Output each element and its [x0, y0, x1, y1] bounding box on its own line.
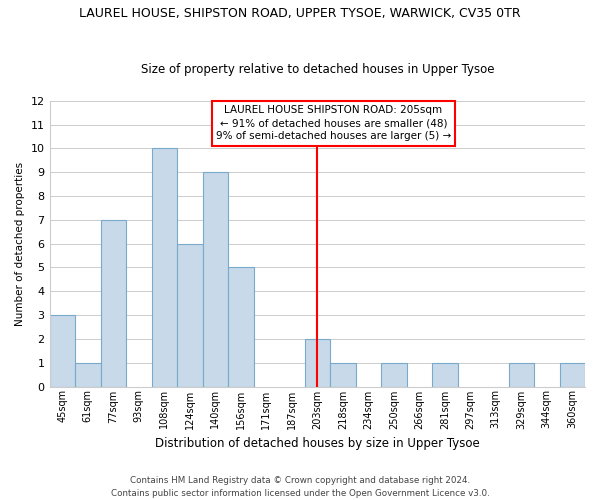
- Bar: [75, 362, 101, 386]
- Bar: [177, 244, 203, 386]
- Bar: [330, 362, 356, 386]
- Bar: [305, 339, 330, 386]
- Bar: [101, 220, 126, 386]
- Text: LAUREL HOUSE, SHIPSTON ROAD, UPPER TYSOE, WARWICK, CV35 0TR: LAUREL HOUSE, SHIPSTON ROAD, UPPER TYSOE…: [79, 8, 521, 20]
- Bar: [152, 148, 177, 386]
- Title: Size of property relative to detached houses in Upper Tysoe: Size of property relative to detached ho…: [140, 63, 494, 76]
- Text: Contains HM Land Registry data © Crown copyright and database right 2024.
Contai: Contains HM Land Registry data © Crown c…: [110, 476, 490, 498]
- Bar: [50, 315, 75, 386]
- Bar: [203, 172, 228, 386]
- Bar: [432, 362, 458, 386]
- Bar: [560, 362, 585, 386]
- X-axis label: Distribution of detached houses by size in Upper Tysoe: Distribution of detached houses by size …: [155, 437, 479, 450]
- Bar: [509, 362, 534, 386]
- Y-axis label: Number of detached properties: Number of detached properties: [15, 162, 25, 326]
- Bar: [228, 268, 254, 386]
- Text: LAUREL HOUSE SHIPSTON ROAD: 205sqm
← 91% of detached houses are smaller (48)
9% : LAUREL HOUSE SHIPSTON ROAD: 205sqm ← 91%…: [216, 105, 451, 142]
- Bar: [381, 362, 407, 386]
